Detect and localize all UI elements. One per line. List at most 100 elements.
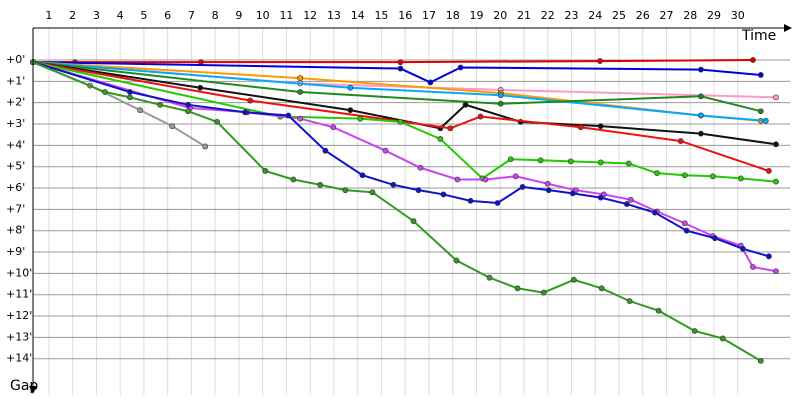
y-axis-label: Gap (10, 378, 38, 394)
point (347, 107, 354, 114)
point (773, 141, 779, 148)
point (597, 194, 604, 201)
y-tick-label: +9' (6, 245, 25, 258)
x-tick-label: 1 (45, 9, 52, 22)
point (198, 59, 204, 66)
point (494, 200, 501, 206)
point (765, 168, 772, 174)
point (627, 196, 634, 203)
point (677, 138, 684, 144)
point (651, 209, 658, 216)
point (597, 123, 604, 130)
point (214, 118, 220, 125)
point (382, 147, 389, 154)
point (681, 220, 688, 227)
point (290, 176, 297, 183)
point (698, 112, 704, 119)
series-line (32, 61, 770, 258)
point (569, 190, 576, 197)
x-tick-label: 11 (279, 9, 293, 22)
point (359, 172, 366, 179)
series-line (32, 61, 777, 273)
point (486, 274, 493, 281)
point (598, 285, 605, 292)
point (247, 97, 254, 104)
point (127, 89, 133, 95)
point (691, 328, 698, 334)
x-tick-label: 2 (69, 9, 76, 22)
point (567, 158, 574, 165)
point (330, 124, 337, 131)
x-tick-label: 13 (327, 9, 341, 22)
point (698, 130, 704, 137)
y-tick-label: +12' (6, 309, 32, 322)
point (185, 101, 192, 108)
point (625, 160, 632, 167)
point (157, 101, 163, 108)
x-tick-label: 4 (117, 9, 124, 22)
y-tick-label: +13' (6, 330, 32, 343)
x-tick-label: 22 (541, 9, 555, 22)
y-tick-label: +0' (6, 53, 25, 66)
point (397, 65, 404, 72)
point (127, 94, 133, 101)
x-tick-label: 28 (683, 9, 697, 22)
point (737, 175, 744, 182)
x-tick-label: 21 (517, 9, 531, 22)
point (762, 117, 769, 124)
x-tick-label: 9 (235, 9, 242, 22)
x-tick-label: 18 (446, 9, 460, 22)
y-tick-label: +5' (6, 160, 25, 173)
point (447, 125, 454, 132)
y-tick-label: +14' (6, 352, 32, 365)
y-tick-label: +1' (6, 74, 25, 87)
x-tick-label: 7 (188, 9, 195, 22)
x-tick-label: 17 (422, 9, 436, 22)
point (757, 357, 764, 364)
point (427, 79, 434, 86)
grid (33, 28, 790, 395)
point (597, 58, 603, 64)
point (454, 176, 461, 183)
x-tick-label: 14 (351, 9, 365, 22)
series-line (32, 61, 761, 84)
point (453, 257, 460, 264)
point (482, 176, 489, 183)
point (369, 189, 376, 196)
point (185, 108, 192, 115)
point (654, 170, 660, 176)
y-tick-label: +10' (6, 266, 32, 279)
point (681, 172, 688, 179)
x-tick-label: 19 (469, 9, 483, 22)
point (297, 115, 304, 122)
point (242, 109, 249, 116)
point (297, 75, 304, 82)
point (750, 264, 756, 270)
point (410, 218, 417, 225)
point (655, 307, 662, 314)
point (757, 72, 764, 78)
point (262, 168, 269, 174)
x-tick-label: 16 (398, 9, 412, 22)
point (577, 124, 584, 131)
point (137, 107, 144, 114)
point (683, 227, 690, 234)
point (437, 136, 444, 142)
point (390, 181, 397, 188)
point (626, 298, 633, 305)
x-axis-label: Time (741, 28, 776, 44)
x-tick-label: 3 (93, 9, 100, 22)
x-tick-label: 23 (564, 9, 578, 22)
point (765, 253, 772, 260)
y-tick-label: +11' (6, 288, 32, 301)
x-tick-label: 27 (659, 9, 673, 22)
x-tick-label: 20 (493, 9, 507, 22)
series-line (32, 61, 777, 183)
point (169, 123, 176, 130)
y-tick-label: +3' (6, 117, 25, 130)
point (477, 113, 484, 120)
point (102, 89, 108, 95)
point (440, 191, 447, 198)
point (545, 187, 552, 194)
